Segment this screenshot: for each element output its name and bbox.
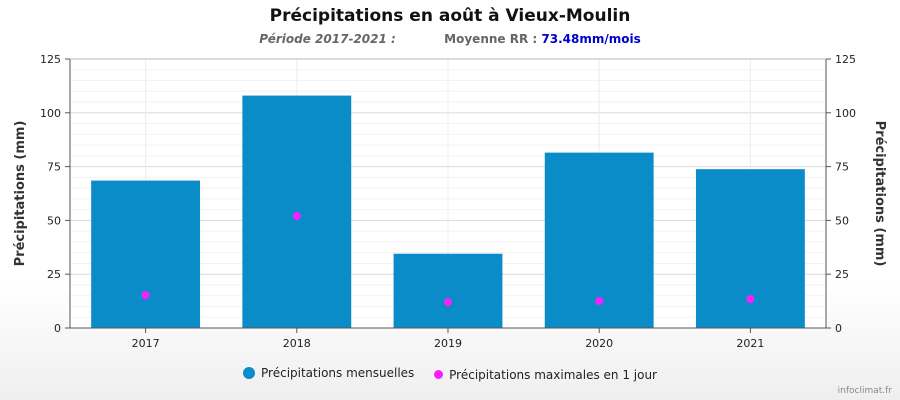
y-tick-label-right: 125 [835, 53, 856, 66]
bar-2019 [393, 253, 503, 328]
point-2020 [595, 297, 604, 306]
x-tick-label-2018: 2018 [283, 337, 311, 350]
period-label: Période 2017-2021 : [259, 32, 396, 46]
y-tick-label-left: 100 [40, 107, 61, 120]
bar-2018 [242, 95, 352, 328]
y-tick-label-left: 0 [54, 322, 61, 335]
y-tick-label-right: 25 [835, 268, 849, 281]
point-2021 [746, 295, 755, 304]
y-axis-title-right: Précipitations (mm) [872, 121, 887, 267]
y-tick-label-right: 50 [835, 214, 849, 227]
point-2018 [292, 212, 301, 221]
y-tick-label-left: 25 [47, 268, 61, 281]
x-tick-label-2019: 2019 [434, 337, 462, 350]
point-2017 [141, 291, 150, 300]
y-tick-label-right: 75 [835, 161, 849, 174]
y-tick-label-left: 50 [47, 214, 61, 227]
x-tick-label-2021: 2021 [736, 337, 764, 350]
x-tick-label-2017: 2017 [132, 337, 160, 350]
legend-item-monthly[interactable]: Précipitations mensuelles [243, 366, 414, 380]
y-tick-label-right: 100 [835, 107, 856, 120]
y-axis-title-left: Précipitations (mm) [13, 121, 28, 267]
legend-label-monthly: Précipitations mensuelles [261, 366, 415, 380]
average-label: Moyenne RR : [444, 32, 538, 46]
bar-2017 [91, 180, 201, 328]
average-value: 73.48mm/mois [541, 32, 641, 46]
x-tick-label-2020: 2020 [585, 337, 613, 350]
chart-subtitle: Période 2017-2021 : Moyenne RR : 73.48mm… [0, 32, 900, 46]
legend-item-max-daily[interactable]: Précipitations maximales en 1 jour [434, 368, 657, 382]
chart-title: Précipitations en août à Vieux-Moulin [269, 6, 631, 26]
y-tick-label-right: 0 [835, 322, 842, 335]
chart-plot: 0 0 25 25 50 50 75 75 100 100 125 125 2017 2018 2019 20… [13, 53, 887, 350]
credit-text: infoclimat.fr [837, 386, 892, 396]
legend-label-max-daily: Précipitations maximales en 1 jour [449, 367, 657, 382]
y-tick-label-left: 125 [40, 53, 61, 66]
legend: Précipitations mensuelles Précipitations… [0, 366, 900, 382]
legend-dot-monthly [243, 367, 256, 379]
bar-2021 [695, 169, 805, 328]
legend-dot-max-daily [434, 370, 444, 379]
y-tick-label-left: 75 [47, 161, 61, 174]
point-2019 [444, 298, 452, 307]
